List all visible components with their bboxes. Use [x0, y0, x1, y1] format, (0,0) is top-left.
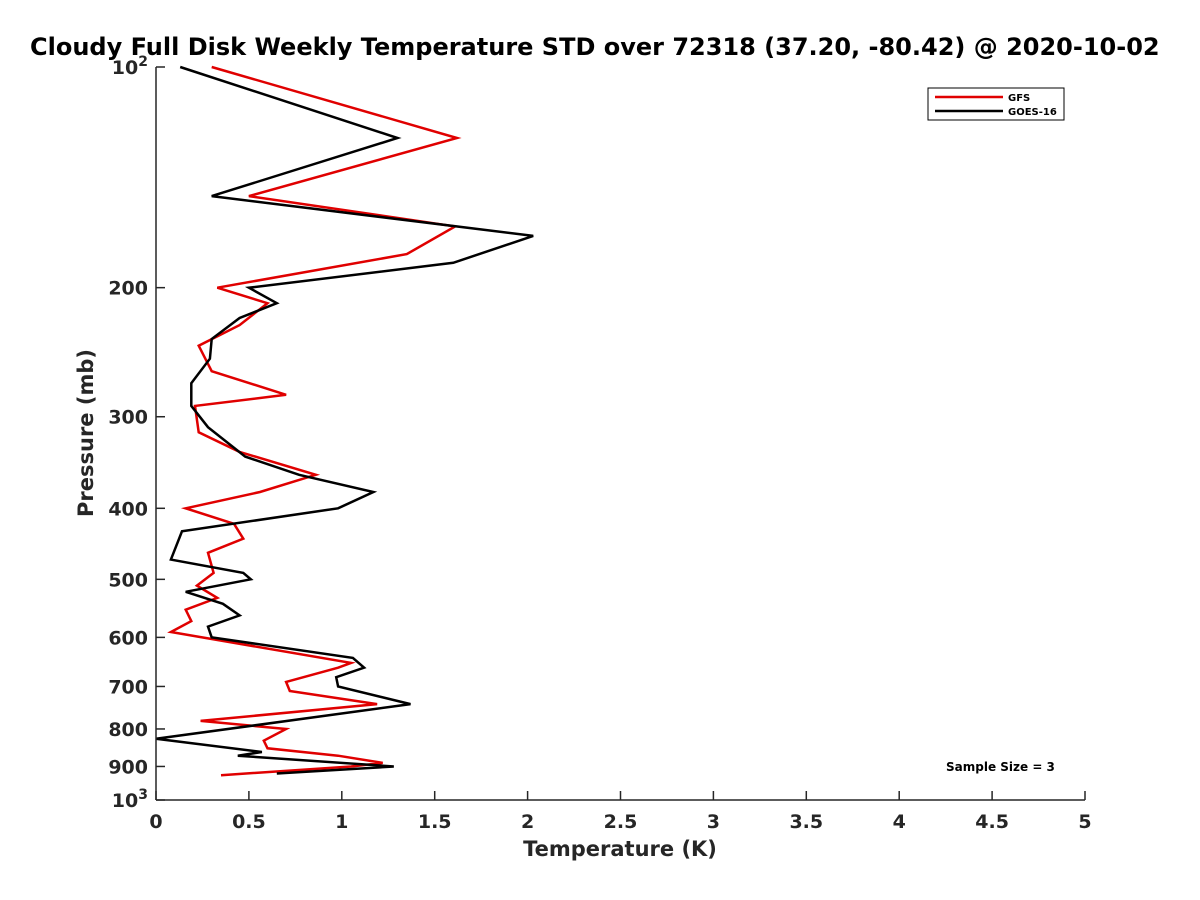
sample-size-annotation: Sample Size = 3	[946, 760, 1055, 774]
y-tick-label: 700	[108, 676, 148, 698]
y-axis-label: Pressure (mb)	[74, 349, 98, 517]
plot-area	[156, 67, 1085, 800]
x-tick-label: 1.5	[418, 811, 452, 833]
x-tick-label: 0.5	[232, 811, 266, 833]
legend-label-gfs: GFS	[1008, 93, 1030, 104]
legend: GFS GOES-16	[927, 87, 1065, 121]
x-tick-label: 0	[149, 811, 162, 833]
y-tick-label: 900	[108, 756, 148, 778]
y-tick-label: 800	[108, 719, 148, 741]
x-tick-label: 4	[893, 811, 906, 833]
series-line-goes16	[155, 65, 534, 775]
y-ticks: 102 200 300 400 500 600 700 800 900 103	[108, 54, 165, 812]
y-tick-label: 400	[108, 498, 148, 520]
legend-label-goes16: GOES-16	[1008, 107, 1057, 118]
x-tick-label: 5	[1078, 811, 1091, 833]
x-tick-label: 4.5	[975, 811, 1009, 833]
chart-title: Cloudy Full Disk Weekly Temperature STD …	[30, 33, 1160, 61]
x-axis-label: Temperature (K)	[523, 837, 717, 861]
x-tick-label: 3.5	[789, 811, 823, 833]
x-tick-label: 1	[335, 811, 348, 833]
x-ticks: 0 0.5 1 1.5 2 2.5 3 3.5 4 4.5 5	[149, 791, 1092, 833]
y-tick-label: 102	[112, 54, 148, 79]
legend-box	[927, 87, 1065, 121]
x-tick-label: 3	[707, 811, 720, 833]
plot-background	[156, 67, 1085, 800]
y-tick-label: 103	[112, 787, 148, 812]
y-tick-label: 600	[108, 627, 148, 649]
y-tick-label: 500	[108, 569, 148, 591]
y-tick-label: 300	[108, 407, 148, 429]
series-layer	[155, 65, 534, 777]
x-tick-label: 2	[521, 811, 534, 833]
x-tick-label: 2.5	[604, 811, 638, 833]
y-tick-label: 200	[108, 278, 148, 300]
